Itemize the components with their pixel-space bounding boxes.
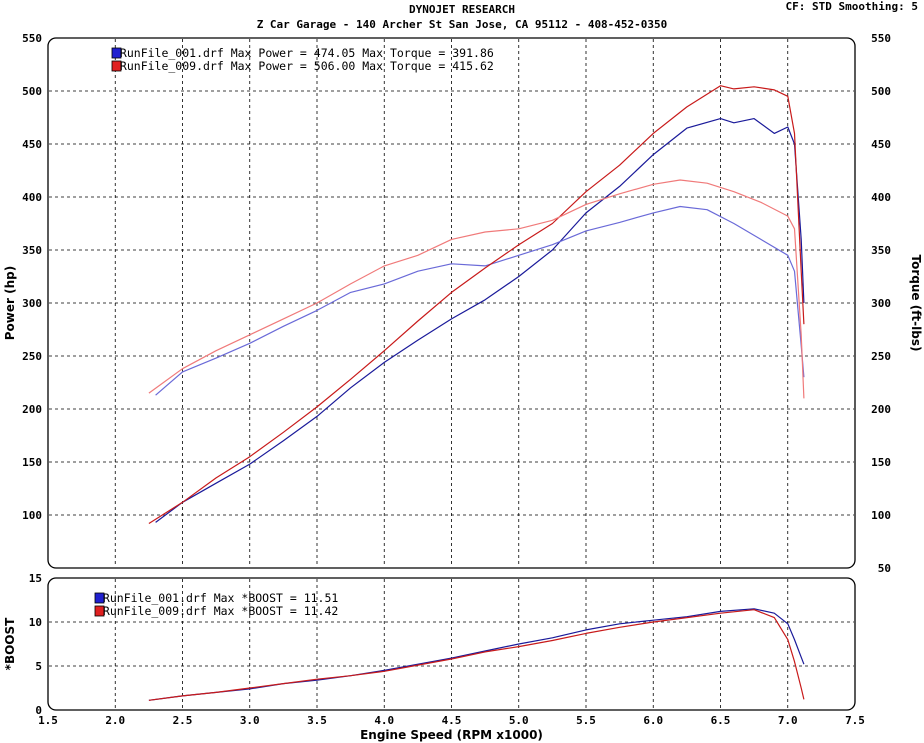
y-tick-label-0: 0 [35,704,42,717]
y-tick-label-150: 150 [22,456,42,469]
y2-tick-label-450: 450 [871,138,891,151]
x-tick-label-6-5: 6.5 [711,714,731,727]
x-tick-label-3-0: 3.0 [240,714,260,727]
boost-panel: 0 5 10 15 1.5 2.0 2.5 3.0 3.5 4.0 4.5 5.0 5.5 6.0 6.5 7… [3,572,865,742]
legend-swatch [94,592,105,604]
chart-subtitle: Z Car Garage - 140 Archer St San Jose, C… [256,18,668,31]
x-tick-label-7-0: 7.0 [778,714,798,727]
legend-swatch [111,60,122,72]
legend-swatch [111,47,122,59]
x-tick-label-2-5: 2.5 [173,714,193,727]
y2-axis-label: Torque (ft-lbs) [909,255,923,352]
y-tick-label-550: 550 [22,32,42,45]
y2-tick-label-500: 500 [871,85,891,98]
legend-entry: RunFile_001.drf Max *BOOST = 11.51 [96,591,338,605]
y-tick-label-250: 250 [22,350,42,363]
y2-tick-label-350: 350 [871,244,891,257]
series-line-runfile-001-drf-power [155,118,805,523]
y2-tick-label-250: 250 [871,350,891,363]
x-tick-label-3-5: 3.5 [307,714,327,727]
y-tick-label-10: 10 [29,616,42,629]
y-tick-label-350: 350 [22,244,42,257]
y-tick-label-450: 450 [22,138,42,151]
y2-tick-label-300: 300 [871,297,891,310]
y2-tick-label-550: 550 [871,32,891,45]
x-tick-label-4-0: 4.0 [374,714,394,727]
y-tick-label-400: 400 [22,191,42,204]
legend-entry: RunFile_009.drf Max Power = 506.00 Max T… [113,59,494,73]
legend-entry: RunFile_009.drf Max *BOOST = 11.42 [96,604,338,618]
settings-readout: CF: STD Smoothing: 5 [785,0,918,13]
y2-tick-label-200: 200 [871,403,891,416]
series-line-runfile-001-drf-torque [155,205,805,396]
y-tick-label-100: 100 [22,509,42,522]
x-tick-label-7-5: 7.5 [845,714,865,727]
x-tick-label-6-0: 6.0 [643,714,663,727]
power-torque-panel: 100 100 150 150 200 200 250 250 300 300 350 350 400 4… [3,32,923,575]
series-line-runfile-009-drf-torque [148,179,805,399]
y-axis-label: Power (hp) [3,266,17,340]
y-tick-label-15: 15 [29,572,42,585]
chart-title: DYNOJET RESEARCH [409,3,515,16]
series-line-runfile-009-drf-power [148,85,805,525]
y-tick-label-300: 300 [22,297,42,310]
y-tick-label-500: 500 [22,85,42,98]
y2-tick-label-150: 150 [871,456,891,469]
y-axis-label: *BOOST [3,617,17,670]
x-tick-label-2-0: 2.0 [105,714,125,727]
x-axis-label: Engine Speed (RPM x1000) [360,728,543,742]
x-tick-label-5-5: 5.5 [576,714,596,727]
x-tick-label-1-5: 1.5 [38,714,58,727]
x-tick-label-4-5: 4.5 [442,714,462,727]
series-line-runfile-009-drf-boost [148,609,805,701]
y2-tick-label-400: 400 [871,191,891,204]
y-tick-label-200: 200 [22,403,42,416]
legend-swatch [94,605,105,617]
y2-tick-label-min: 50 [878,562,891,575]
y2-tick-label-100: 100 [871,509,891,522]
legend-entry: RunFile_001.drf Max Power = 474.05 Max T… [113,46,494,60]
y-tick-label-5: 5 [35,660,42,673]
x-tick-label-5-0: 5.0 [509,714,529,727]
